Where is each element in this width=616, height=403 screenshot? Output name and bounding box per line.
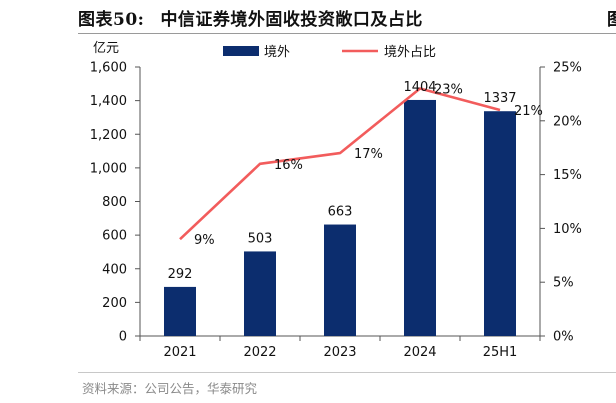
x-tick-label: 2021 xyxy=(163,345,196,360)
right-tick-label: 10% xyxy=(553,222,582,237)
share-value-label: 16% xyxy=(274,158,303,173)
right-tick-label: 20% xyxy=(553,114,582,129)
left-tick-label: 200 xyxy=(102,296,127,311)
adjacent-figure-fragment: 图 xyxy=(607,10,616,30)
right-tick-label: 25% xyxy=(553,61,582,76)
bar-value-label: 1404 xyxy=(403,80,436,95)
source-note: 资料来源：公司公告，华泰研究 xyxy=(82,381,258,396)
source-divider xyxy=(78,372,616,373)
left-tick-label: 1,600 xyxy=(90,61,127,76)
bar xyxy=(244,251,276,336)
left-tick-label: 0 xyxy=(119,330,127,345)
right-tick-label: 15% xyxy=(553,168,582,183)
share-value-label: 9% xyxy=(194,233,215,248)
left-tick-label: 800 xyxy=(102,195,127,210)
bar-value-label: 1337 xyxy=(483,91,516,106)
bar-value-label: 503 xyxy=(248,231,273,246)
share-line xyxy=(179,87,501,241)
bar-value-label: 663 xyxy=(328,205,353,220)
line-series xyxy=(179,87,501,241)
left-tick-label: 400 xyxy=(102,262,127,277)
x-tick-label: 2022 xyxy=(243,345,276,360)
left-tick-label: 600 xyxy=(102,229,127,244)
x-tick-label: 25H1 xyxy=(483,345,518,360)
share-value-label: 21% xyxy=(514,104,543,119)
x-tick-label: 2024 xyxy=(403,345,436,360)
figure-title-line: 图表50: 中信证券境外固收投资敞口及占比 xyxy=(78,5,423,30)
bar xyxy=(404,99,436,336)
left-tick-label: 1,400 xyxy=(90,94,127,109)
legend-bar-swatch xyxy=(223,46,259,56)
figure-title: 中信证券境外固收投资敞口及占比 xyxy=(160,10,423,30)
right-tick-label: 5% xyxy=(553,276,574,291)
left-tick-label: 1,000 xyxy=(90,161,127,176)
bar xyxy=(324,224,356,336)
right-tick-label: 0% xyxy=(553,330,574,345)
bar-series xyxy=(164,99,516,336)
legend: 境外 境外占比 xyxy=(223,45,436,60)
legend-line-label: 境外占比 xyxy=(384,45,436,60)
figure-number: 图表50: xyxy=(78,10,145,30)
data-labels: 292 503 663 1404 1337 9% 16% 17% 23% 21% xyxy=(168,80,543,282)
bar-value-label: 292 xyxy=(168,267,193,282)
title-divider xyxy=(78,33,616,34)
x-tick-label: 2023 xyxy=(323,345,356,360)
share-value-label: 23% xyxy=(434,83,463,98)
combo-chart: 0 200 400 600 800 1,000 1,200 1,400 1,600 亿元 0% 5% 1… xyxy=(90,41,582,360)
left-tick-label: 1,200 xyxy=(90,128,127,143)
share-value-label: 17% xyxy=(354,147,383,162)
bar xyxy=(164,286,196,336)
bar xyxy=(484,111,516,336)
legend-bar-label: 境外 xyxy=(264,45,290,60)
left-axis-unit: 亿元 xyxy=(93,41,119,56)
